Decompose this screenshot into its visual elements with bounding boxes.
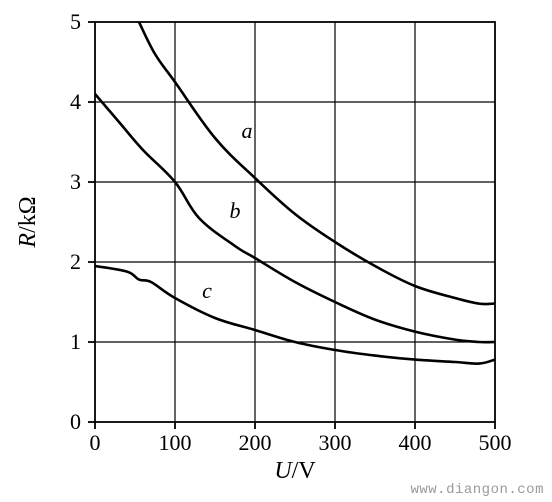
curve-label-a: a: [242, 118, 253, 143]
x-tick-label: 200: [239, 430, 272, 455]
resistance-voltage-chart: a b c 0 100 200 300 400 500 0 1 2 3 4 5 U/V R/kΩ: [0, 0, 552, 502]
y-tick-label: 2: [70, 249, 81, 274]
y-axis-label: R/kΩ: [15, 196, 41, 248]
x-tick-label: 500: [479, 430, 512, 455]
x-tick-label: 300: [319, 430, 352, 455]
x-tick-label: 400: [399, 430, 432, 455]
chart-container: a b c 0 100 200 300 400 500 0 1 2 3 4 5 U/V R/kΩ www.dia…: [0, 0, 552, 502]
watermark-text: www.diangon.com: [410, 482, 544, 498]
x-axis-label: U/V: [274, 458, 316, 484]
x-tick-label: 100: [159, 430, 192, 455]
y-tick-label: 4: [70, 89, 81, 114]
y-tick-label: 0: [70, 409, 81, 434]
y-tick-label: 5: [70, 9, 81, 34]
x-tick-label: 0: [90, 430, 101, 455]
y-tick-label: 1: [70, 329, 81, 354]
curve-label-c: c: [202, 278, 212, 303]
y-tick-label: 3: [70, 169, 81, 194]
curve-label-b: b: [230, 198, 241, 223]
